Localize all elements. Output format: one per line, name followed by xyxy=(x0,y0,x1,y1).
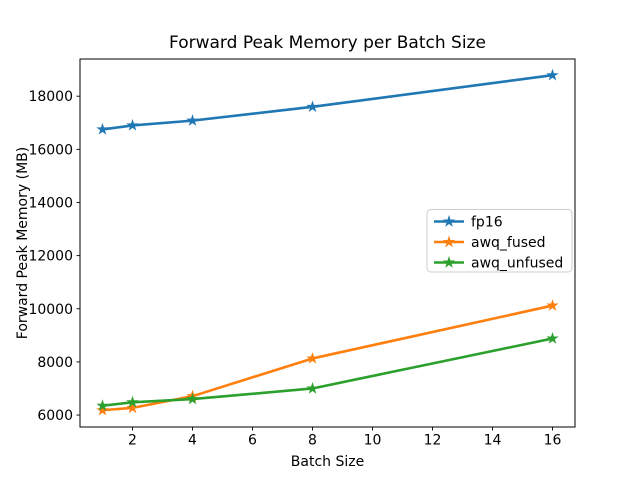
series-line-awq_unfused xyxy=(101,337,554,408)
legend-marker-fp16 xyxy=(442,215,456,227)
data-series xyxy=(96,68,559,416)
x-tick-label: 4 xyxy=(188,433,197,449)
series-marker-awq_fused xyxy=(546,299,559,311)
x-tick-label: 14 xyxy=(484,433,502,449)
legend-marker-awq_unfused xyxy=(442,256,456,268)
x-tick-label: 12 xyxy=(424,433,442,449)
legend: fp16 awq_fused awq_unfused xyxy=(426,209,573,273)
series-marker-fp16 xyxy=(186,114,199,126)
y-axis-ticks: 6000 8000 10000 12000 14000 16000 18000 xyxy=(28,89,80,424)
series-marker-awq_unfused xyxy=(126,395,139,408)
legend-box xyxy=(426,209,573,273)
y-tick-label: 8000 xyxy=(37,355,73,371)
x-tick-label: 10 xyxy=(364,433,382,449)
chart-title: Forward Peak Memory per Batch Size xyxy=(169,33,486,53)
series-marker-awq_unfused xyxy=(186,392,199,405)
y-tick-label: 16000 xyxy=(28,142,73,158)
series-marker-fp16 xyxy=(546,68,559,81)
x-tick-label: 2 xyxy=(128,433,137,449)
y-tick-label: 14000 xyxy=(28,195,73,211)
series-marker-awq_fused xyxy=(306,351,319,364)
y-tick-label: 18000 xyxy=(28,89,73,105)
legend-label-awq_fused: awq_fused xyxy=(471,235,546,251)
y-tick-label: 10000 xyxy=(28,302,73,318)
series-marker-awq_fused xyxy=(96,403,109,416)
y-axis-label: Forward Peak Memory (MB) xyxy=(15,147,31,339)
x-tick-label: 6 xyxy=(248,433,257,449)
series-marker-fp16 xyxy=(126,118,139,131)
x-tick-label: 8 xyxy=(308,433,317,449)
legend-label-awq_unfused: awq_unfused xyxy=(471,256,563,272)
y-tick-label: 6000 xyxy=(37,408,73,424)
series-marker-awq_unfused xyxy=(306,381,319,394)
series-line-awq_fused xyxy=(101,304,554,412)
series-marker-fp16 xyxy=(306,100,319,113)
x-tick-label: 16 xyxy=(544,433,562,449)
series-marker-awq_unfused xyxy=(546,332,559,344)
plot-area-frame xyxy=(79,58,576,428)
legend-label-fp16: fp16 xyxy=(471,215,503,231)
series-marker-fp16 xyxy=(96,122,109,135)
series-marker-awq_unfused xyxy=(96,399,109,411)
x-axis-ticks: 2 4 6 8 10 12 14 16 xyxy=(128,427,561,449)
legend-marker-awq_fused xyxy=(442,235,456,248)
x-axis-label: Batch Size xyxy=(291,454,364,470)
series-line-fp16 xyxy=(101,73,554,131)
series-marker-awq_fused xyxy=(126,401,139,414)
y-tick-label: 12000 xyxy=(28,249,73,265)
